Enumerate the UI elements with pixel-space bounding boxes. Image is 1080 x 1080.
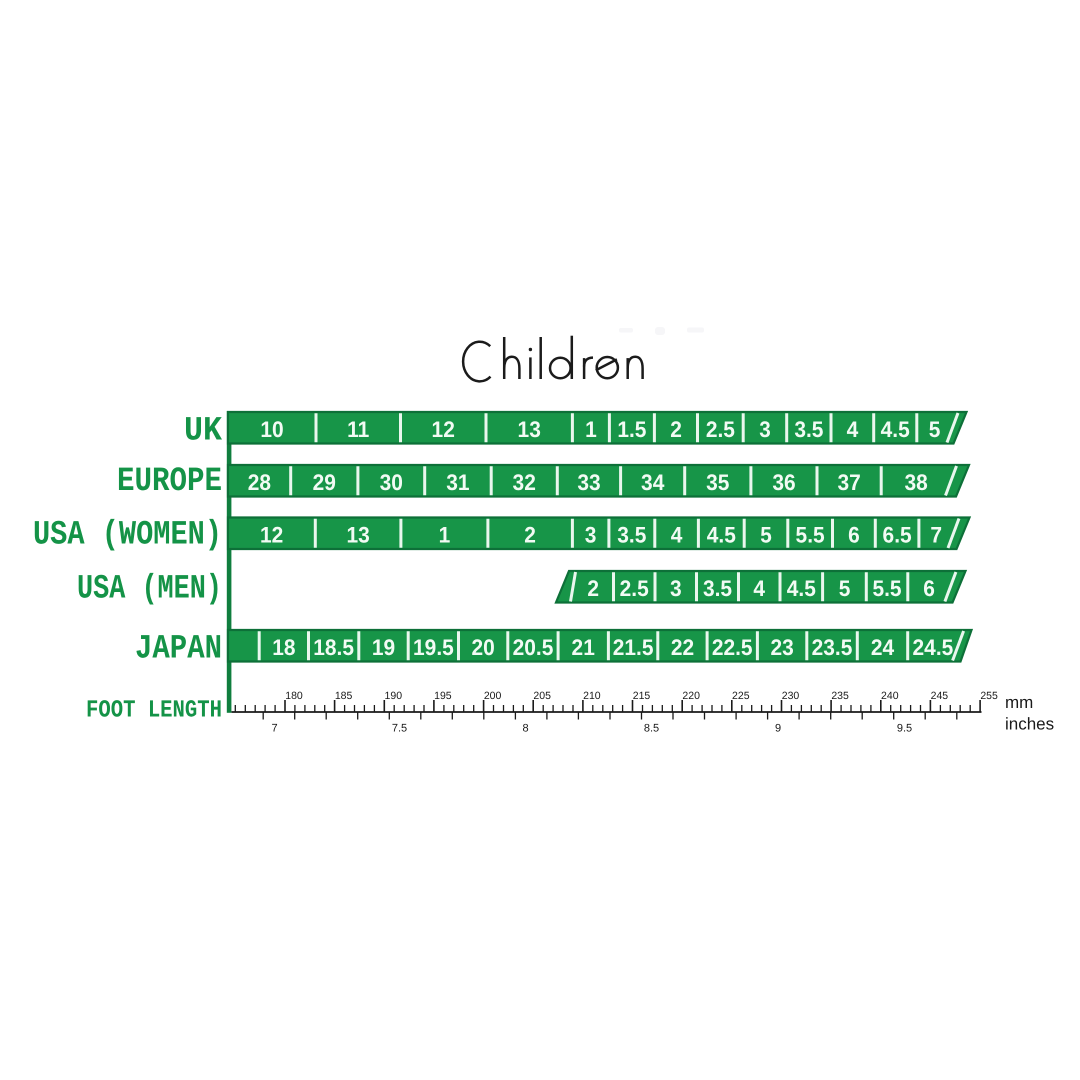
svg-text:19.5: 19.5: [413, 635, 454, 660]
svg-text:235: 235: [831, 690, 849, 702]
svg-text:1: 1: [439, 522, 451, 547]
svg-text:4: 4: [847, 417, 859, 442]
svg-text:5: 5: [760, 522, 772, 547]
svg-text:2: 2: [524, 522, 536, 547]
svg-text:2.5: 2.5: [706, 417, 735, 442]
svg-text:29: 29: [313, 470, 336, 495]
svg-text:24: 24: [871, 635, 895, 660]
svg-text:12: 12: [432, 417, 455, 442]
svg-text:13: 13: [346, 522, 369, 547]
svg-text:245: 245: [931, 690, 949, 702]
svg-text:210: 210: [583, 690, 601, 702]
svg-text:3.5: 3.5: [794, 417, 823, 442]
svg-text:200: 200: [484, 690, 502, 702]
svg-text:33: 33: [577, 470, 600, 495]
svg-text:5.5: 5.5: [872, 576, 901, 601]
svg-text:20: 20: [471, 635, 494, 660]
svg-text:EUROPE: EUROPE: [117, 463, 222, 501]
svg-text:23.5: 23.5: [812, 635, 853, 660]
svg-text:24.5: 24.5: [913, 635, 954, 660]
svg-text:22.5: 22.5: [712, 635, 753, 660]
svg-text:4.5: 4.5: [707, 522, 736, 547]
svg-text:3.5: 3.5: [617, 522, 646, 547]
svg-text:20.5: 20.5: [513, 635, 554, 660]
svg-text:7: 7: [930, 522, 942, 547]
svg-text:7: 7: [271, 723, 277, 735]
svg-text:5: 5: [839, 576, 851, 601]
svg-text:30: 30: [380, 470, 403, 495]
svg-text:220: 220: [682, 690, 700, 702]
svg-text:190: 190: [385, 690, 403, 702]
svg-text:inches: inches: [1005, 715, 1054, 734]
svg-text:21.5: 21.5: [613, 635, 654, 660]
svg-text:18: 18: [272, 635, 295, 660]
svg-text:18.5: 18.5: [313, 635, 354, 660]
svg-text:38: 38: [904, 470, 927, 495]
svg-text:mm: mm: [1005, 693, 1033, 712]
svg-text:1: 1: [585, 417, 597, 442]
svg-text:11: 11: [347, 417, 369, 442]
svg-text:19: 19: [372, 635, 395, 660]
svg-text:4: 4: [753, 576, 765, 601]
svg-text:8.5: 8.5: [644, 723, 659, 735]
svg-text:2: 2: [670, 417, 682, 442]
svg-text:1.5: 1.5: [617, 417, 646, 442]
svg-text:240: 240: [881, 690, 899, 702]
svg-text:31: 31: [446, 470, 469, 495]
svg-text:USA (MEN): USA (MEN): [77, 571, 222, 609]
svg-text:6.5: 6.5: [883, 522, 912, 547]
svg-text:FOOT LENGTH: FOOT LENGTH: [86, 698, 222, 725]
svg-text:28: 28: [248, 470, 271, 495]
svg-text:4: 4: [671, 522, 683, 547]
svg-text:JAPAN: JAPAN: [135, 631, 222, 669]
svg-text:34: 34: [641, 470, 665, 495]
svg-text:3.5: 3.5: [703, 576, 732, 601]
svg-text:10: 10: [260, 417, 283, 442]
svg-text:32: 32: [513, 470, 536, 495]
svg-text:36: 36: [772, 470, 795, 495]
svg-text:4.5: 4.5: [787, 576, 816, 601]
svg-text:5.5: 5.5: [796, 522, 825, 547]
svg-text:180: 180: [285, 690, 303, 702]
svg-text:3: 3: [585, 522, 597, 547]
svg-text:4.5: 4.5: [881, 417, 910, 442]
svg-text:9.5: 9.5: [897, 723, 912, 735]
svg-text:7.5: 7.5: [392, 723, 407, 735]
svg-text:195: 195: [434, 690, 452, 702]
svg-text:22: 22: [671, 635, 694, 660]
svg-text:6: 6: [848, 522, 860, 547]
svg-text:2: 2: [587, 576, 599, 601]
svg-text:6: 6: [923, 576, 935, 601]
svg-text:13: 13: [518, 417, 541, 442]
svg-text:230: 230: [782, 690, 800, 702]
svg-text:37: 37: [837, 470, 860, 495]
svg-text:215: 215: [633, 690, 651, 702]
svg-text:USA (WOMEN): USA (WOMEN): [33, 517, 222, 555]
svg-text:12: 12: [260, 522, 283, 547]
svg-text:9: 9: [775, 723, 781, 735]
svg-text:205: 205: [533, 690, 551, 702]
svg-text:3: 3: [670, 576, 682, 601]
svg-text:8: 8: [522, 723, 528, 735]
svg-text:35: 35: [706, 470, 729, 495]
svg-text:21: 21: [572, 635, 595, 660]
svg-text:5: 5: [929, 417, 941, 442]
svg-text:225: 225: [732, 690, 750, 702]
svg-text:23: 23: [770, 635, 793, 660]
svg-text:185: 185: [335, 690, 353, 702]
svg-text:UK: UK: [184, 413, 223, 451]
svg-text:2.5: 2.5: [620, 576, 649, 601]
svg-text:255: 255: [980, 690, 998, 702]
svg-text:3: 3: [759, 417, 771, 442]
